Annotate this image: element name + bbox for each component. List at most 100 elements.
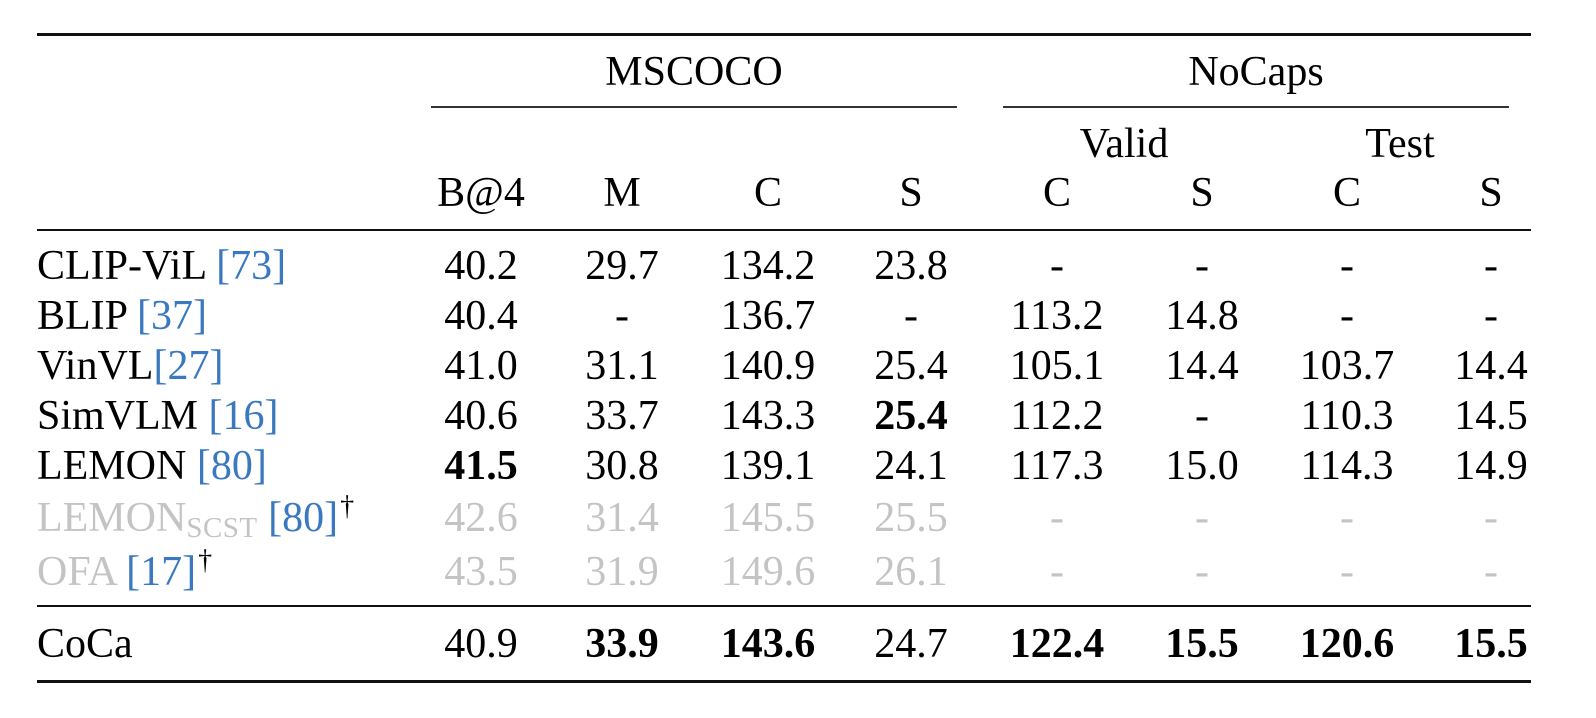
table-cell: 40.6	[444, 393, 518, 439]
column-header-valid-s: S	[1190, 170, 1214, 216]
table-cell: 134.2	[720, 243, 816, 289]
model-subscript: SCST	[186, 512, 258, 544]
table-cell: 33.7	[585, 393, 659, 439]
model-name: VinVL	[37, 343, 154, 389]
subgroup-header-test: Test	[1365, 121, 1435, 167]
table-cell: -	[1195, 495, 1209, 541]
top-rule	[37, 33, 1531, 36]
table-cell: 41.5	[444, 443, 518, 489]
row-name: OFA [17]†	[37, 547, 212, 595]
table-cell: 40.4	[444, 293, 518, 339]
table-cell: -	[1484, 243, 1498, 289]
table-cell: 30.8	[585, 443, 659, 489]
row-name: LEMON [80]	[37, 445, 267, 487]
column-header-c: C	[753, 170, 783, 216]
table-cell: 25.5	[874, 495, 948, 541]
table-cell: 105.1	[1009, 343, 1105, 389]
table-cell: -	[1195, 549, 1209, 595]
table-cell: -	[1050, 243, 1064, 289]
citation-link[interactable]: [73]	[216, 243, 287, 289]
table-cell: 139.1	[720, 443, 816, 489]
citation-link[interactable]: [80]	[268, 495, 339, 541]
table-cell: 143.6	[720, 621, 816, 667]
model-name: SimVLM	[37, 393, 209, 439]
table-cell: -	[615, 293, 629, 339]
table-cell: -	[1484, 293, 1498, 339]
table-cell: -	[1340, 293, 1354, 339]
table-cell: 29.7	[585, 243, 659, 289]
table-cell: 140.9	[720, 343, 816, 389]
citation-link[interactable]: [27]	[153, 343, 224, 389]
table-cell: -	[1340, 549, 1354, 595]
table-cell: 103.7	[1299, 343, 1395, 389]
table-cell: 143.3	[720, 393, 816, 439]
column-header-b4: B@4	[437, 170, 525, 216]
row-name: VinVL[27]	[37, 345, 223, 387]
table-cell: -	[904, 293, 918, 339]
table-cell: 14.4	[1165, 343, 1239, 389]
row-name: SimVLM [16]	[37, 395, 279, 437]
table-cell: 26.1	[874, 549, 948, 595]
table-cell: 23.8	[874, 243, 948, 289]
table-cell: 40.9	[444, 621, 518, 667]
table-cell: 14.8	[1165, 293, 1239, 339]
column-header-m: M	[603, 170, 641, 216]
table-cell: 24.7	[874, 621, 948, 667]
table-cell: 25.4	[874, 343, 948, 389]
row-name: CLIP-ViL [73]	[37, 245, 286, 287]
table-cell: -	[1340, 495, 1354, 541]
model-name: LEMON	[37, 443, 197, 489]
table-cell: 31.9	[585, 549, 659, 595]
column-header-test-c: C	[1332, 170, 1362, 216]
citation-link[interactable]: [37]	[136, 293, 207, 339]
dagger-mark: †	[340, 491, 355, 522]
row-name: CoCa	[37, 623, 133, 665]
nocaps-underline	[1003, 106, 1509, 108]
dagger-mark: †	[198, 545, 213, 576]
table-cell: 110.3	[1300, 393, 1394, 439]
table-cell: 14.4	[1454, 343, 1528, 389]
table-cell: -	[1195, 243, 1209, 289]
coca-rule	[37, 605, 1531, 607]
table-cell: 112.2	[1010, 393, 1104, 439]
table-cell: 15.0	[1165, 443, 1239, 489]
subgroup-header-valid: Valid	[1079, 121, 1169, 167]
table-cell: 122.4	[1009, 621, 1105, 667]
column-header-s: S	[899, 170, 923, 216]
table-cell: 114.3	[1300, 443, 1394, 489]
column-header-test-s: S	[1479, 170, 1503, 216]
table-cell: -	[1050, 495, 1064, 541]
table-cell: -	[1340, 243, 1354, 289]
model-name: CLIP-ViL	[37, 243, 217, 289]
table-cell: 136.7	[720, 293, 816, 339]
table-cell: 41.0	[444, 343, 518, 389]
table-cell: -	[1195, 393, 1209, 439]
table-cell: -	[1050, 549, 1064, 595]
column-header-valid-c: C	[1042, 170, 1072, 216]
table-cell: 117.3	[1010, 443, 1104, 489]
table-cell: 145.5	[720, 495, 816, 541]
model-name: LEMON	[37, 495, 187, 541]
header-rule	[37, 229, 1531, 231]
group-header-mscoco: MSCOCO	[605, 49, 783, 95]
group-header-nocaps: NoCaps	[1188, 49, 1324, 95]
table-cell: 25.4	[874, 393, 948, 439]
citation-link[interactable]: [16]	[208, 393, 279, 439]
table-cell: 14.9	[1454, 443, 1528, 489]
table-cell: 15.5	[1165, 621, 1239, 667]
table-cell: 43.5	[444, 549, 518, 595]
bottom-rule	[37, 680, 1531, 683]
model-name: CoCa	[37, 621, 133, 667]
table-cell: 40.2	[444, 243, 518, 289]
mscoco-underline	[431, 106, 957, 108]
table-cell: 149.6	[720, 549, 816, 595]
table-cell: 31.1	[585, 343, 659, 389]
table-cell: 42.6	[444, 495, 518, 541]
citation-link[interactable]: [80]	[196, 443, 267, 489]
row-name: BLIP [37]	[37, 295, 207, 337]
model-name: OFA	[37, 549, 127, 595]
citation-link[interactable]: [17]	[126, 549, 197, 595]
table-cell: -	[1484, 549, 1498, 595]
table-cell: 113.2	[1010, 293, 1104, 339]
